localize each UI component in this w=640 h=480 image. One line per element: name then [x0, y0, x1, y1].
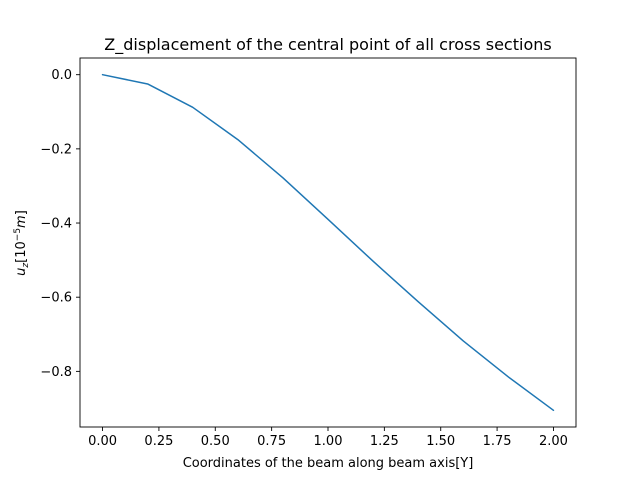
chart-title: Z_displacement of the central point of a… — [104, 35, 551, 55]
y-axis-label-close: ] — [14, 210, 29, 215]
x-tick-label: 0.75 — [257, 434, 286, 449]
x-tick-label: 2.00 — [539, 434, 568, 449]
y-tick-label: −0.2 — [40, 142, 72, 157]
y-tick-label: 0.0 — [51, 68, 72, 83]
x-tick-label: 1.50 — [426, 434, 455, 449]
y-axis-label-subscript: z — [21, 263, 31, 269]
x-axis-label: Coordinates of the beam along beam axis[… — [183, 456, 474, 471]
y-axis: 0.0 −0.2 −0.4 −0.6 −0.8 — [40, 68, 80, 380]
series-line — [101, 73, 555, 412]
y-axis-label: uz[10−5m] — [13, 210, 31, 276]
y-tick-label: −0.4 — [40, 217, 72, 232]
x-tick-label: 0.00 — [88, 434, 117, 449]
y-axis-label-exponent: −5 — [13, 228, 23, 241]
plot-area — [101, 73, 555, 412]
x-axis: 0.00 0.25 0.50 0.75 1.00 1.25 1.50 1.75 2.00 — [88, 427, 568, 449]
x-tick-label: 0.25 — [144, 434, 173, 449]
x-tick-label: 1.00 — [314, 434, 343, 449]
y-axis-label-unit: m — [14, 215, 29, 228]
x-tick-label: 0.50 — [201, 434, 230, 449]
y-axis-label-open: [10 — [14, 241, 29, 263]
y-axis-label-symbol: u — [14, 268, 29, 276]
x-tick-label: 1.75 — [483, 434, 512, 449]
y-tick-label: −0.8 — [40, 365, 72, 380]
y-tick-label: −0.6 — [40, 291, 72, 306]
x-tick-label: 1.25 — [370, 434, 399, 449]
